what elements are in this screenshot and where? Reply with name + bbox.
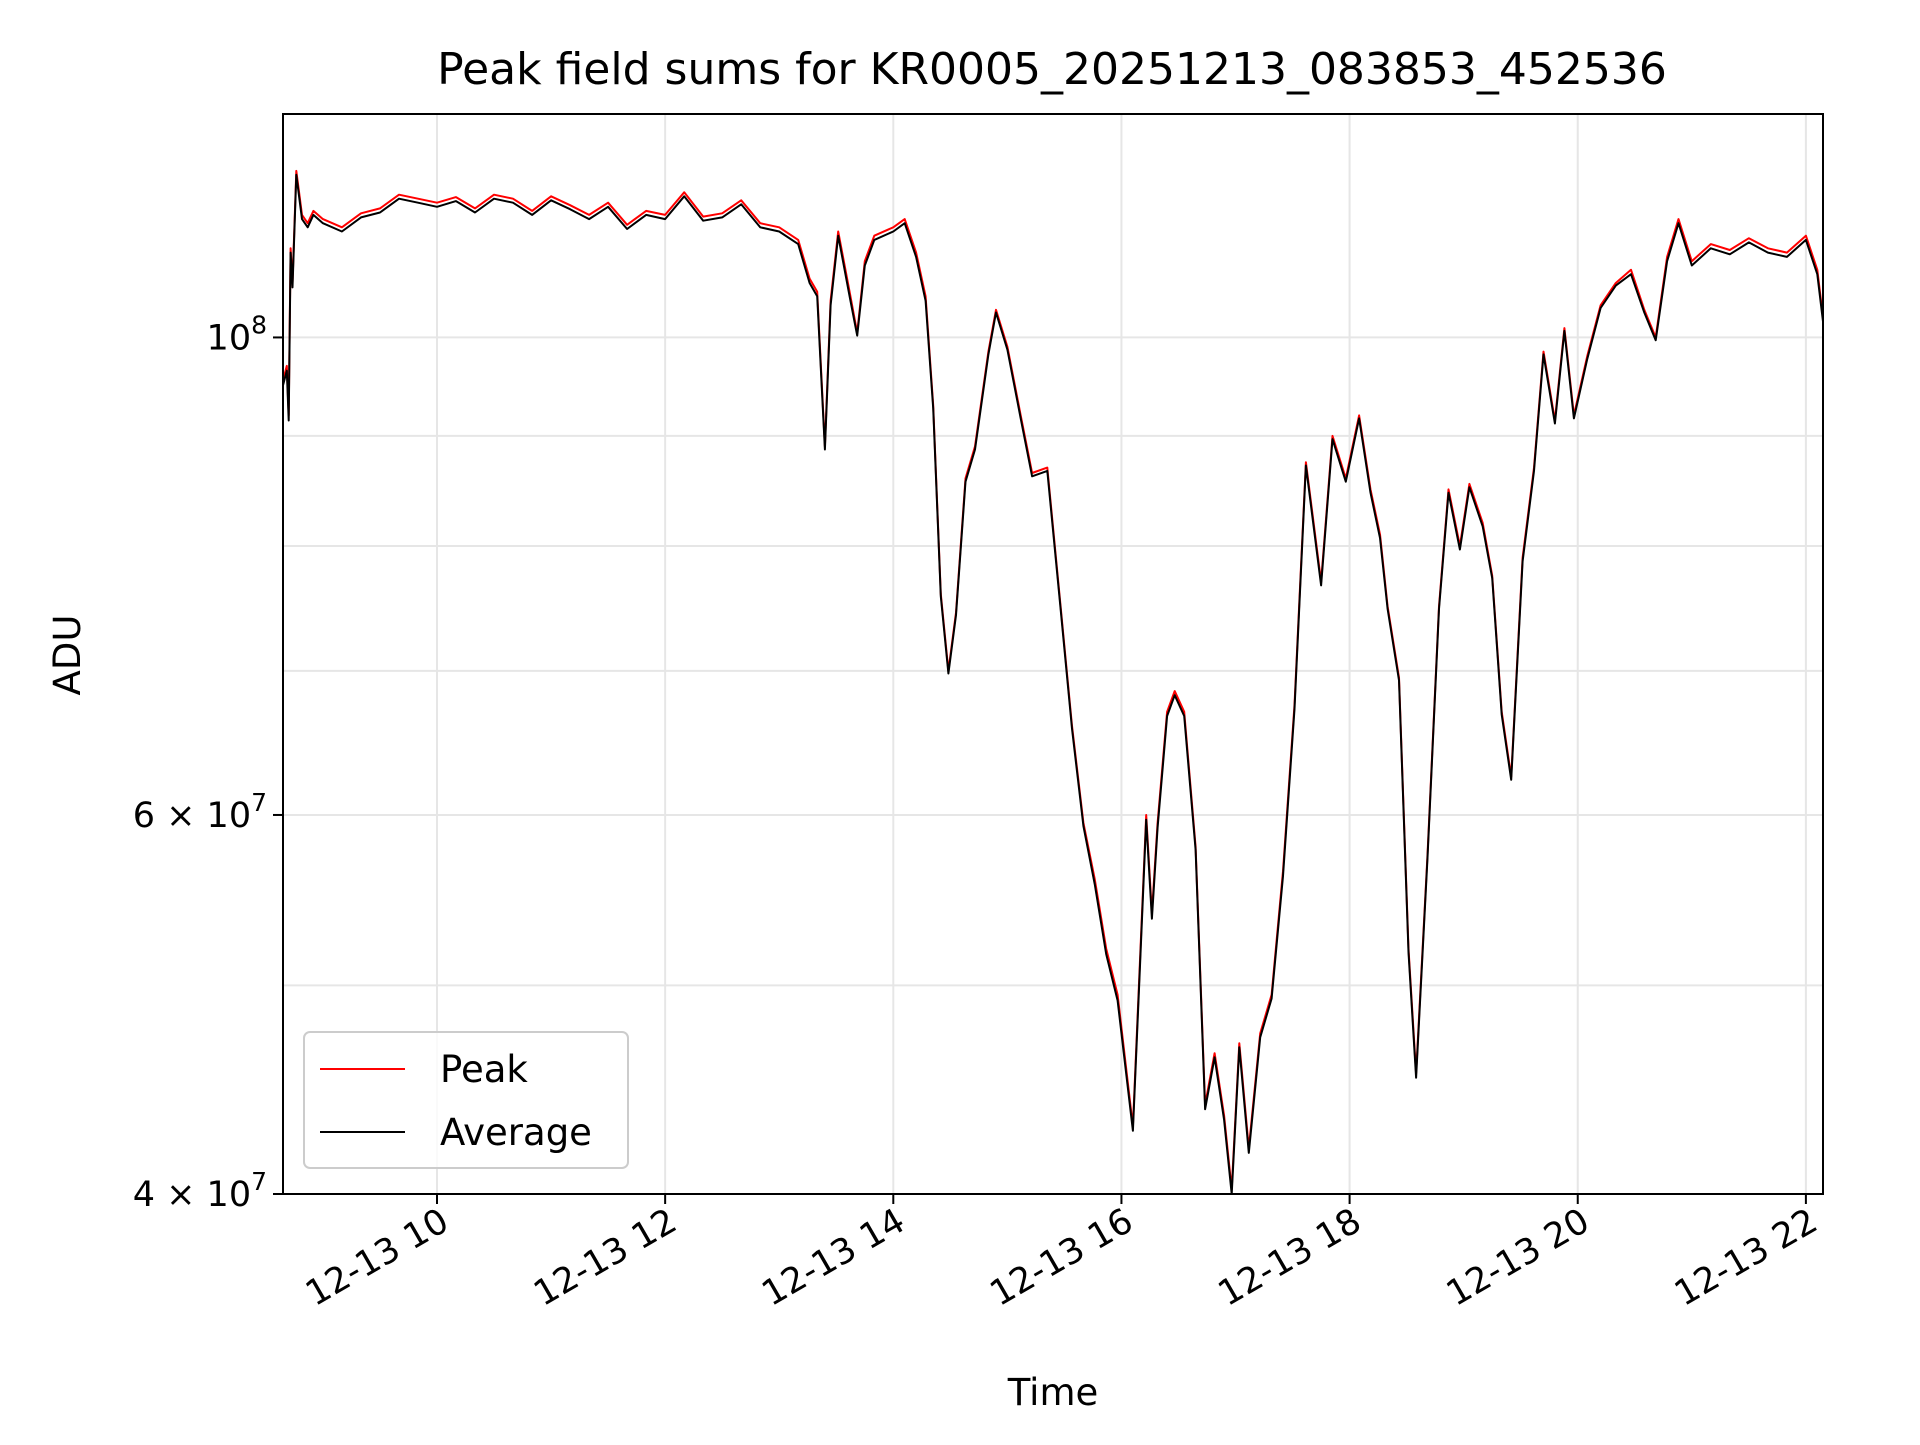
plot-lines xyxy=(283,169,1823,1194)
legend-box xyxy=(303,1031,629,1169)
plot-frame xyxy=(282,113,1824,1195)
y-axis-ticks: 4 × 107 6 × 107 108 xyxy=(133,310,283,1215)
x-axis-label: Time xyxy=(1007,1371,1099,1414)
legend: Peak Average xyxy=(303,1031,629,1169)
gridlines xyxy=(283,114,1823,1195)
y-tick-label: 108 xyxy=(207,310,267,358)
chart-title: Peak field sums for KR0005_20251213_0838… xyxy=(437,44,1667,95)
y-axis-label: ADU xyxy=(46,615,89,696)
legend-label-average: Average xyxy=(440,1111,592,1154)
series-line-average xyxy=(283,173,1823,1194)
legend-label-peak: Peak xyxy=(440,1048,528,1091)
y-tick-label: 6 × 107 xyxy=(133,788,267,836)
y-tick-label: 4 × 107 xyxy=(133,1167,267,1215)
